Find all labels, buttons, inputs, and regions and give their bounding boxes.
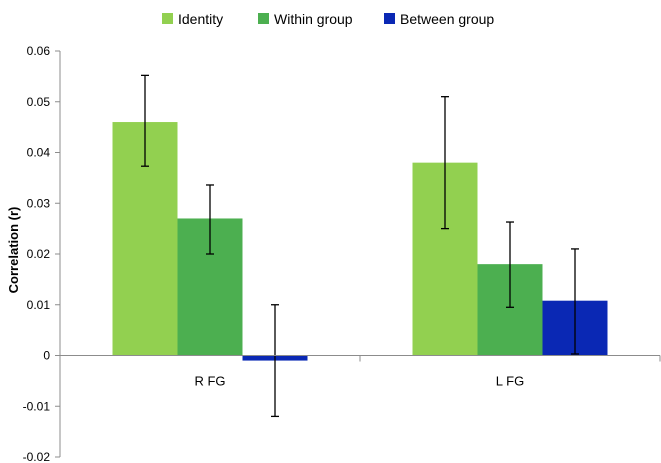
error-bar [571, 248, 579, 355]
error-bars [141, 74, 579, 418]
legend-item: Within group [258, 11, 353, 27]
y-tick-label: -0.01 [23, 399, 51, 413]
y-tick-label: 0 [43, 349, 50, 363]
y-axis: -0.02 -0.01 0 0.01 0.02 0.03 0.04 0.05 0.06 [23, 44, 61, 463]
error-bar [441, 96, 449, 230]
error-bar [206, 184, 214, 255]
y-tick-label: 0.04 [27, 146, 51, 160]
y-tick-label: 0.03 [27, 196, 51, 210]
legend-swatch [258, 13, 269, 24]
legend-swatch [162, 13, 173, 24]
error-bar [506, 221, 514, 308]
legend: Identity Within group Between group [162, 11, 494, 27]
y-axis-label: Correlation (r) [6, 207, 21, 294]
legend-item: Identity [162, 11, 223, 27]
legend-item: Between group [384, 11, 494, 27]
y-tick-label: 0.06 [27, 44, 51, 58]
error-bar [141, 74, 149, 167]
x-category-label: L FG [496, 374, 524, 389]
y-axis-label-text: Correlation (r) [6, 207, 21, 294]
y-tick-label: -0.02 [23, 450, 51, 463]
y-tick-label: 0.02 [27, 247, 51, 261]
x-category-label: R FG [194, 374, 225, 389]
x-axis: R FG L FG [59, 355, 661, 389]
bars [112, 122, 608, 361]
legend-label: Between group [400, 11, 494, 27]
legend-label: Within group [274, 11, 353, 27]
y-tick-label: 0.01 [27, 298, 51, 312]
legend-swatch [384, 13, 395, 24]
error-bar [271, 304, 279, 418]
y-tick-label: 0.05 [27, 95, 51, 109]
legend-label: Identity [178, 11, 223, 27]
